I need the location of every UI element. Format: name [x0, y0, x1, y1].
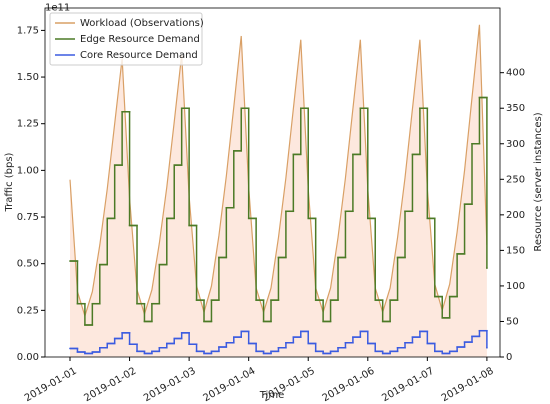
x-tick-label: 2019-01-07	[380, 366, 436, 404]
y2-tick-label: 50	[506, 316, 519, 327]
y-tick-label: 1.75	[17, 25, 39, 36]
x-tick-label: 2019-01-02	[82, 366, 138, 404]
y2-axis-label: Resource (server instances)	[533, 112, 544, 251]
area-fill	[70, 24, 487, 358]
y-tick-label: 0.75	[17, 212, 39, 223]
y-tick-label: 0.00	[17, 352, 39, 363]
x-tick-label: 2019-01-08	[440, 366, 496, 404]
y-tick-label: 0.50	[17, 259, 39, 270]
y2-tick-label: 250	[506, 174, 525, 185]
legend: Workload (Observations) Edge Resource Dem…	[49, 12, 204, 66]
x-tick-label: 2019-01-01	[23, 366, 79, 404]
x-tick-label: 2019-01-05	[261, 366, 317, 404]
y-tick-label: 0.25	[17, 305, 39, 316]
plot-frame	[44, 7, 501, 358]
series-line	[69, 24, 488, 318]
y2-tick-label: 350	[506, 103, 525, 114]
y-tick-label: 1.00	[17, 165, 39, 176]
y2-tick-label: 100	[506, 281, 525, 292]
legend-label: Edge Resource Demand	[80, 34, 200, 45]
y-tick-label: 1.50	[17, 72, 39, 83]
y2-tick-label: 0	[506, 352, 512, 363]
legend-box	[49, 12, 203, 66]
y2-tick-label: 150	[506, 245, 525, 256]
y-tick-label: 1.25	[17, 119, 39, 130]
y2-tick-label: 200	[506, 210, 525, 221]
y-axis-label: Traffic (bps)	[4, 152, 15, 212]
x-tick-label: 2019-01-03	[142, 366, 198, 404]
x-tick-label: 2019-01-04	[202, 366, 258, 404]
x-tick-label: 2019-01-06	[321, 366, 377, 404]
y2-tick-label: 300	[506, 139, 525, 150]
x-axis-label: Time	[259, 390, 284, 401]
legend-label: Core Resource Demand	[80, 50, 198, 61]
legend-label: Workload (Observations)	[80, 18, 204, 29]
y2-tick-label: 400	[506, 68, 525, 79]
